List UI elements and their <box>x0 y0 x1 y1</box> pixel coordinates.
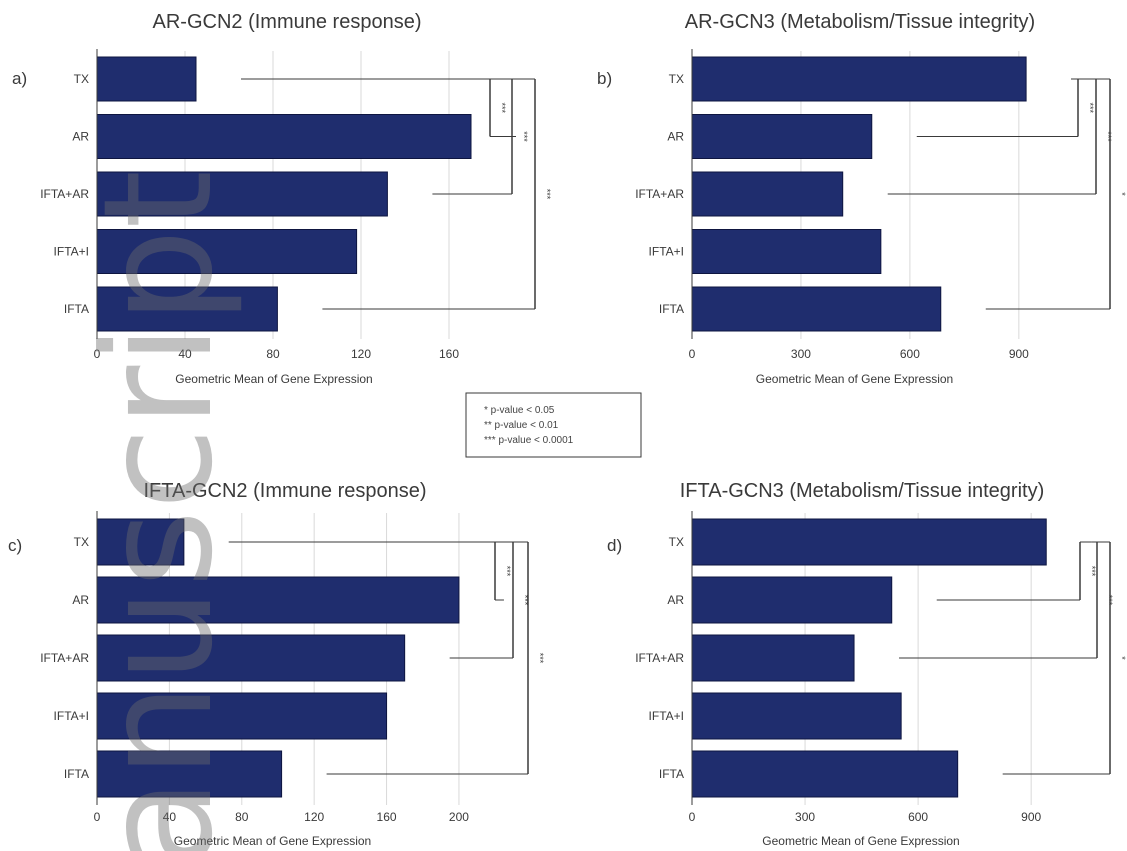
panel-b-significance-label: * <box>1117 192 1127 196</box>
panel-d-x-axis-label: Geometric Mean of Gene Expression <box>762 834 959 848</box>
panel-c-category-label: IFTA+I <box>54 709 89 723</box>
panel-a-category-label: TX <box>74 72 89 86</box>
panel-c-label: c) <box>8 536 22 555</box>
panel-c-bar-ifta <box>96 750 283 798</box>
panel-b-bar-tx <box>691 56 1027 102</box>
panel-b-title: AR-GCN3 (Metabolism/Tissue integrity) <box>685 11 1035 33</box>
panel-b-bar-ifta-ar <box>691 171 844 217</box>
panel-b-category-label: IFTA+AR <box>635 187 684 201</box>
panel-a-label: a) <box>12 69 27 88</box>
panel-a-category-label: IFTA+AR <box>40 187 89 201</box>
watermark-text: anuscript <box>72 170 246 851</box>
panel-b-category-label: IFTA+I <box>649 245 684 259</box>
panel-d-category-label: IFTA+I <box>649 709 684 723</box>
panel-a-bar-ifta-i <box>96 229 358 274</box>
significance-legend-box <box>465 392 642 458</box>
significance-legend-entry: ** p-value < 0.01 <box>484 420 559 431</box>
panel-c-bar-ar <box>96 576 460 624</box>
panel-a-bar-ar <box>96 114 472 159</box>
panel-b-x-tick-label: 300 <box>791 347 811 361</box>
panel-a-x-tick-label: 160 <box>439 347 459 361</box>
panel-a-x-tick-label: 120 <box>351 347 371 361</box>
panel-d-category-label: AR <box>667 593 684 607</box>
panel-d-category-label: IFTA <box>659 767 684 781</box>
panel-a-category-label: IFTA <box>64 302 89 316</box>
panel-a-bar-ifta <box>96 286 278 332</box>
panel-c-category-label: IFTA <box>64 767 89 781</box>
panel-c-category-label: AR <box>72 593 89 607</box>
panel-b-bar-ifta-i <box>691 229 882 274</box>
panel-b-x-tick-label: 600 <box>900 347 920 361</box>
panel-d-bar-ifta <box>691 750 959 798</box>
panel-a-category-label: AR <box>72 130 89 144</box>
panel-a-significance-label: *** <box>519 131 529 142</box>
panel-c-bar-ifta-i <box>96 692 388 740</box>
panel-b-x-axis-label: Geometric Mean of Gene Expression <box>756 372 953 386</box>
panel-b-category-label: AR <box>667 130 684 144</box>
panel-a-category-label: IFTA+I <box>54 245 89 259</box>
panel-a-significance-label: *** <box>542 189 552 200</box>
panel-b-category-label: IFTA <box>659 302 684 316</box>
panel-b-bar-ifta <box>691 286 942 332</box>
panel-a-x-tick-label: 80 <box>266 347 280 361</box>
panel-d-category-label: IFTA+AR <box>635 651 684 665</box>
panel-c-title: IFTA-GCN2 (Immune response) <box>143 480 426 502</box>
panel-b-x-tick-label: 900 <box>1009 347 1029 361</box>
panel-c-x-tick-label: 80 <box>235 810 249 824</box>
panel-b-label: b) <box>597 69 612 88</box>
significance-legend-entry: * p-value < 0.05 <box>484 405 555 416</box>
panel-c-bar-ifta-ar <box>96 634 406 682</box>
panel-a-x-tick-label: 0 <box>94 347 101 361</box>
panel-d-x-tick-label: 900 <box>1021 810 1041 824</box>
panel-d-x-tick-label: 0 <box>689 810 696 824</box>
panel-b-significance-label: *** <box>1103 131 1113 142</box>
panel-c-bar-tx <box>96 518 185 566</box>
panel-d-significance-label: * <box>1117 656 1127 660</box>
panel-c-x-tick-label: 0 <box>94 810 101 824</box>
panel-c-x-tick-label: 40 <box>163 810 177 824</box>
panel-b-bar-ar <box>691 114 873 159</box>
panel-d-x-tick-label: 300 <box>795 810 815 824</box>
panel-a-significance-label: *** <box>497 102 507 113</box>
panel-c-x-tick-label: 120 <box>304 810 324 824</box>
panel-d-label: d) <box>607 536 622 555</box>
panel-b-x-tick-label: 0 <box>689 347 696 361</box>
panel-c-significance-label: *** <box>535 653 545 664</box>
panel-c-category-label: IFTA+AR <box>40 651 89 665</box>
panel-d-bar-ifta-i <box>691 692 902 740</box>
panel-d-bar-ifta-ar <box>691 634 855 682</box>
panel-a-title: AR-GCN2 (Immune response) <box>153 11 422 33</box>
panel-c-significance-label: *** <box>520 595 530 606</box>
panel-c-x-axis-label: Geometric Mean of Gene Expression <box>174 834 371 848</box>
panel-a-bar-tx <box>96 56 197 102</box>
panel-d-x-tick-label: 600 <box>908 810 928 824</box>
panel-a-x-axis-label: Geometric Mean of Gene Expression <box>175 372 372 386</box>
panel-b-significance-label: *** <box>1085 102 1095 113</box>
panel-d-significance-label: *** <box>1087 566 1097 577</box>
panel-d-category-label: TX <box>669 535 684 549</box>
panel-d-title: IFTA-GCN3 (Metabolism/Tissue integrity) <box>680 480 1045 502</box>
panel-c-significance-label: *** <box>502 566 512 577</box>
panel-c-x-tick-label: 160 <box>377 810 397 824</box>
panel-d-bar-tx <box>691 518 1047 566</box>
significance-legend-entry: *** p-value < 0.0001 <box>484 435 574 446</box>
panel-c-x-tick-label: 200 <box>449 810 469 824</box>
panel-b-category-label: TX <box>669 72 684 86</box>
panel-c-category-label: TX <box>74 535 89 549</box>
panel-a-bar-ifta-ar <box>96 171 388 217</box>
panel-d-bar-ar <box>691 576 893 624</box>
panel-d-significance-label: *** <box>1104 595 1114 606</box>
panel-a-x-tick-label: 40 <box>178 347 192 361</box>
